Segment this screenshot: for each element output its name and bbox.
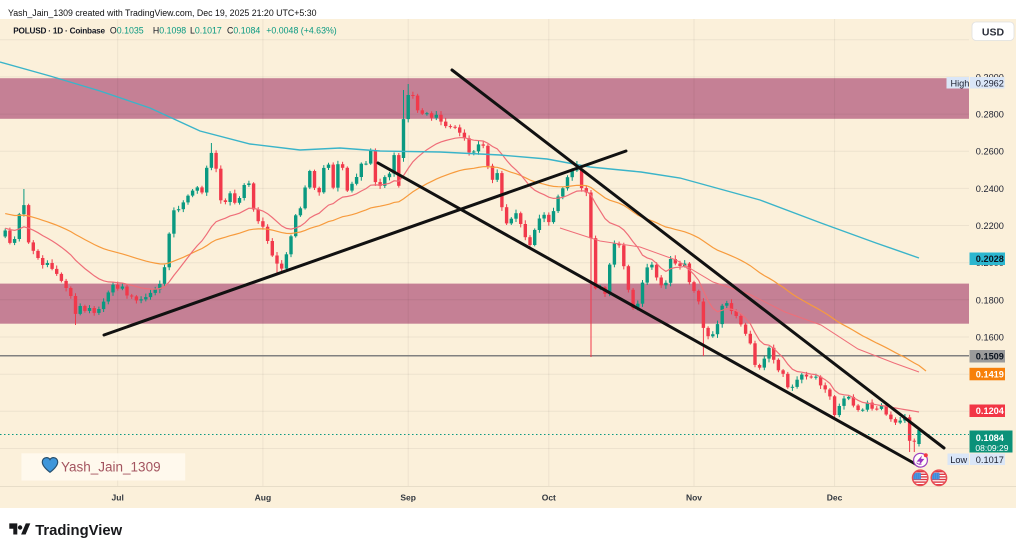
svg-text:0.2962: 0.2962 xyxy=(976,78,1004,88)
svg-text:08:09:29: 08:09:29 xyxy=(975,443,1008,453)
svg-text:High: High xyxy=(951,78,970,88)
svg-text:Sep: Sep xyxy=(400,493,416,503)
svg-text:0.1800: 0.1800 xyxy=(976,295,1004,305)
svg-text:O0.1035: O0.1035 xyxy=(110,25,144,35)
svg-text:0.2200: 0.2200 xyxy=(976,221,1004,231)
svg-text:L0.1017: L0.1017 xyxy=(190,25,222,35)
svg-text:0.1419: 0.1419 xyxy=(976,369,1004,379)
svg-text:POLUSD · 1D · Coinbase: POLUSD · 1D · Coinbase xyxy=(13,26,105,35)
svg-text:Aug: Aug xyxy=(255,493,272,503)
svg-text:USD: USD xyxy=(982,27,1005,39)
svg-text:+0.0048 (+4.63%): +0.0048 (+4.63%) xyxy=(266,25,336,35)
svg-text:Yash_Jain_1309 created with Tr: Yash_Jain_1309 created with TradingView.… xyxy=(8,8,317,18)
svg-text:Oct: Oct xyxy=(542,493,556,503)
svg-text:0.1204: 0.1204 xyxy=(976,406,1005,416)
svg-text:0.2600: 0.2600 xyxy=(976,147,1004,157)
svg-text:Jul: Jul xyxy=(112,493,124,503)
svg-text:0.2400: 0.2400 xyxy=(976,184,1004,194)
svg-text:Dec: Dec xyxy=(827,493,843,503)
svg-text:0.2028: 0.2028 xyxy=(976,254,1004,264)
svg-text:0.1509: 0.1509 xyxy=(976,352,1004,362)
svg-text:0.1600: 0.1600 xyxy=(976,333,1004,343)
svg-text:0.1084: 0.1084 xyxy=(976,433,1005,443)
svg-text:TradingView: TradingView xyxy=(35,523,122,539)
svg-text:C0.1084: C0.1084 xyxy=(227,25,260,35)
svg-text:H0.1098: H0.1098 xyxy=(153,25,186,35)
svg-text:Yash_Jain_1309: Yash_Jain_1309 xyxy=(61,460,161,475)
svg-text:0.1017: 0.1017 xyxy=(976,455,1004,465)
svg-text:0.2800: 0.2800 xyxy=(976,110,1004,120)
svg-text:Nov: Nov xyxy=(686,493,702,503)
svg-text:Low: Low xyxy=(950,455,967,465)
